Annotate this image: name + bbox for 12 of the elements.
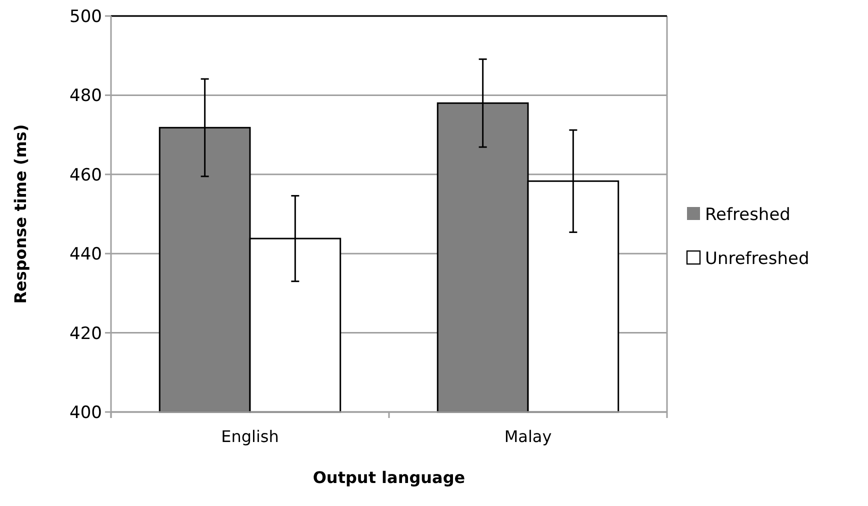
y-axis-title: Response time (ms) bbox=[11, 124, 30, 304]
y-tick-label: 480 bbox=[70, 86, 102, 106]
x-tick-label: English bbox=[221, 427, 279, 446]
y-tick-label: 420 bbox=[70, 324, 102, 344]
legend-label: Unrefreshed bbox=[705, 248, 810, 269]
y-tick-label: 500 bbox=[70, 6, 102, 27]
y-tick-label: 460 bbox=[70, 165, 102, 186]
y-tick-label: 400 bbox=[70, 402, 102, 423]
y-tick-label: 440 bbox=[70, 244, 102, 265]
legend-label: Refreshed bbox=[705, 204, 790, 225]
x-tick-label: Malay bbox=[504, 427, 552, 446]
x-axis-title: Output language bbox=[312, 468, 466, 487]
